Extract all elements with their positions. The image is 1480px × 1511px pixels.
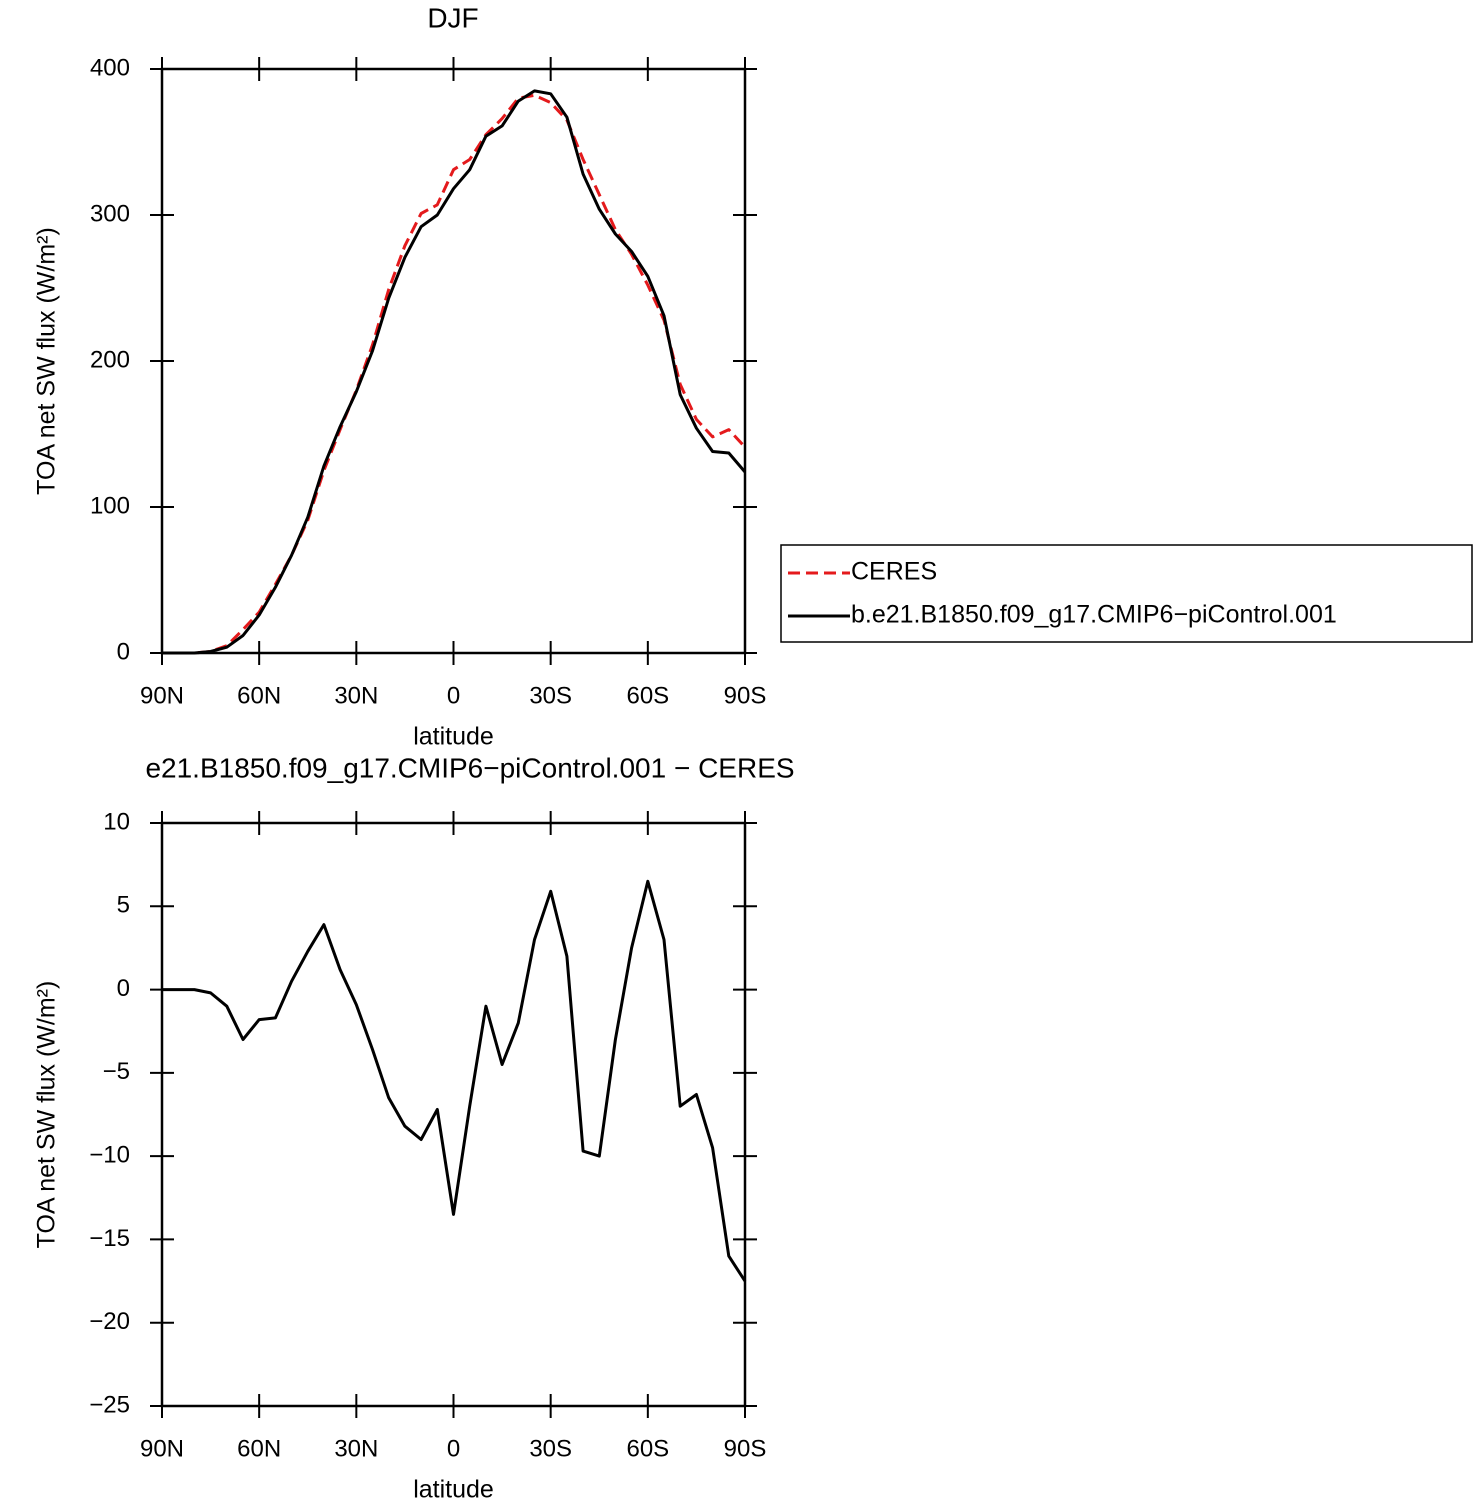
legend: CERES b.e21.B1850.f09_g17.CMIP6−piControl… [780,544,1473,643]
y-tick-label: 100 [90,492,130,519]
plot-frame [160,67,747,655]
y-tick-label: −5 [103,1058,130,1085]
y-tick-label: −15 [89,1225,130,1252]
y-tick-label: 200 [90,346,130,373]
x-tick-label: 60S [626,1435,669,1462]
x-axis-label: latitude [413,723,494,751]
x-tick-label: 90N [140,1435,184,1462]
y-tick-label: 300 [90,200,130,227]
x-tick-label: 30N [334,1435,378,1462]
y-tick-label: −10 [89,1141,130,1168]
x-tick-label: 0 [447,682,460,709]
plot-frame [160,821,747,1408]
x-tick-label: 60N [237,682,281,709]
x-tick-label: 30S [529,1435,572,1462]
legend-label: CERES [851,558,937,586]
chart-title: e21.B1850.f09_g17.CMIP6−piControl.001 − … [145,752,794,783]
y-tick-label: 5 [117,892,130,919]
y-tick-label: −25 [89,1391,130,1418]
x-axis-label: latitude [413,1476,494,1504]
y-tick-label: 0 [117,638,130,665]
data-line [162,879,747,1282]
chart-title: DJF [427,2,478,33]
y-tick-label: 400 [90,54,130,81]
y-tick-label: 0 [117,975,130,1002]
x-tick-label: 90N [140,682,184,709]
y-tick-label: −20 [89,1308,130,1335]
data-line [162,93,747,655]
x-tick-label: 60N [237,1435,281,1462]
x-tick-label: 90S [724,1435,767,1462]
legend-box [780,544,1473,643]
y-axis-label: TOA net SW flux (W/m²) [33,981,61,1249]
y-axis-label: TOA net SW flux (W/m²) [33,227,61,495]
x-tick-label: 30S [529,682,572,709]
data-line [162,89,747,655]
legend-label: b.e21.B1850.f09_g17.CMIP6−piControl.001 [851,601,1337,629]
y-tick-label: 10 [103,808,130,835]
x-tick-label: 30N [334,682,378,709]
x-tick-label: 0 [447,1435,460,1462]
x-tick-label: 60S [626,682,669,709]
x-tick-label: 90S [724,682,767,709]
